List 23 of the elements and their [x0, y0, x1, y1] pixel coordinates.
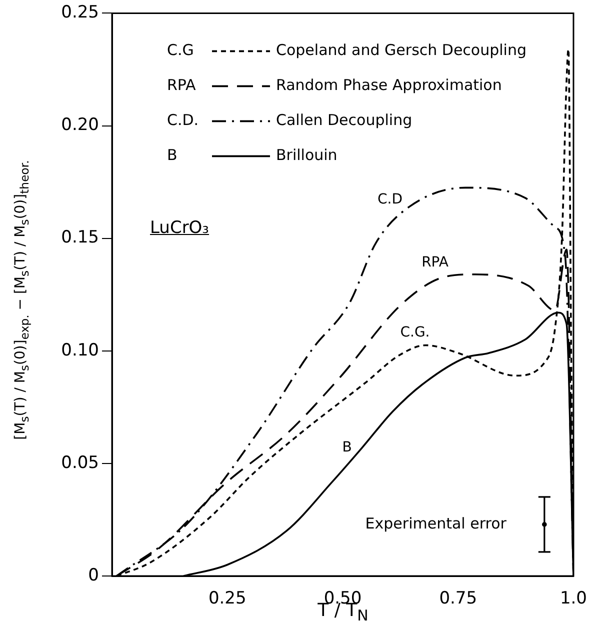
x-tick-label: 1.0 [560, 588, 588, 609]
annotation: C.G. [400, 324, 430, 341]
y-tick-label: 0.20 [61, 115, 99, 136]
annotation: C.G [167, 41, 194, 60]
y-tick-label: 0 [88, 565, 99, 586]
legend-label: Brillouin [276, 146, 338, 164]
annotation: B [167, 146, 178, 164]
legend-label: Callen Decoupling [276, 111, 412, 130]
annotation: C.D [377, 192, 403, 208]
text: LuCrO₃ [150, 218, 210, 238]
text: Experimental error [365, 514, 508, 532]
x-tick-label: 0.75 [439, 588, 478, 609]
annotation: B [342, 440, 352, 456]
annotation: RPA [422, 254, 449, 271]
annotation: RPA [167, 76, 197, 94]
y-tick-label: 0.15 [61, 228, 99, 248]
x-tick-label: 0.25 [208, 588, 246, 609]
legend-label: Random Phase Approximation [276, 76, 502, 94]
y-tick-label: 0.10 [61, 340, 99, 360]
y-tick-label: 0.25 [61, 2, 99, 23]
annotation: C.D. [167, 111, 199, 130]
legend-label: Copeland and Gersch Decoupling [276, 41, 526, 60]
y-tick-label: 0.05 [61, 452, 99, 473]
